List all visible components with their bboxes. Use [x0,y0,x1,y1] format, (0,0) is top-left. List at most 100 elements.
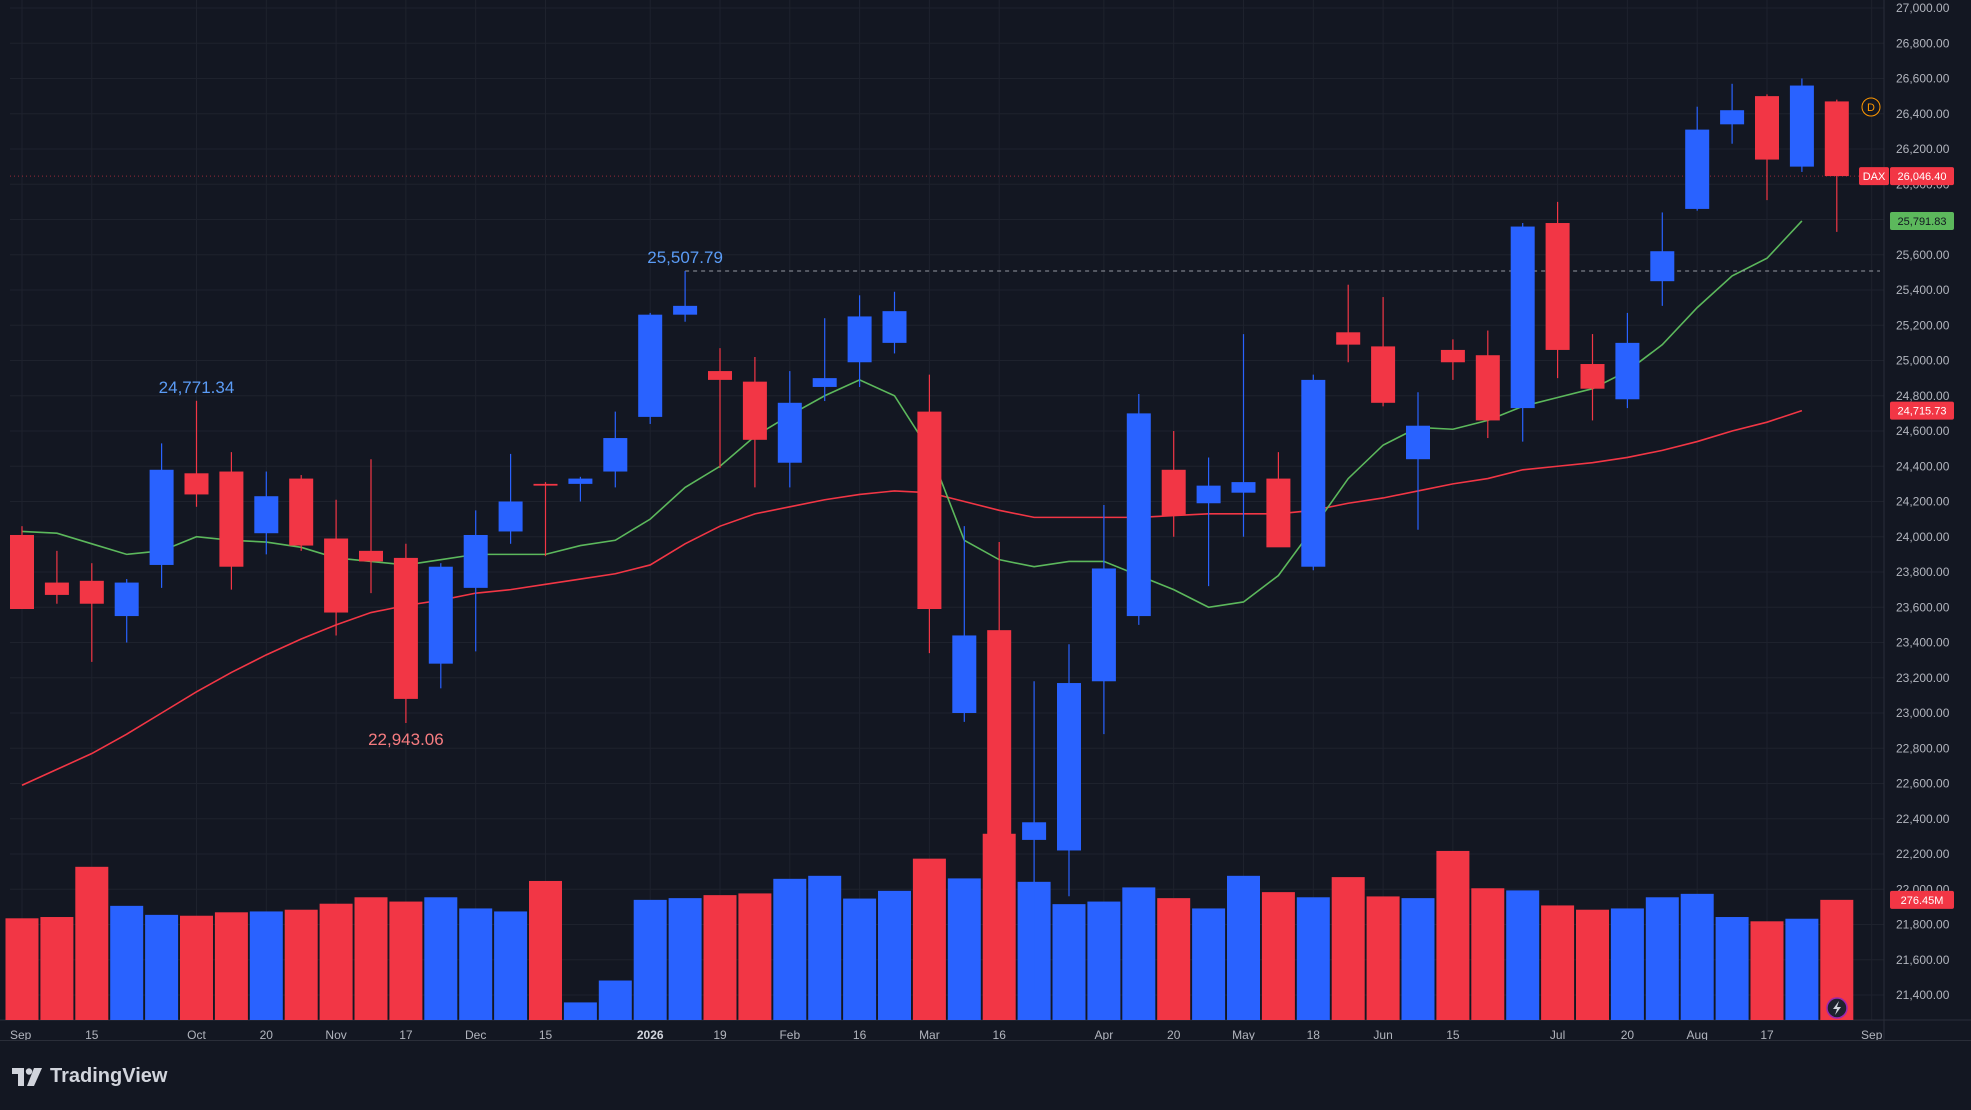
candle-up [603,411,628,488]
price-tick-label: 22,800.00 [1896,741,1950,755]
volume-bar [1436,850,1470,1020]
candle-down [1161,431,1186,537]
candle-up [1126,393,1151,625]
candle-down [1824,99,1849,232]
volume-bar [703,895,737,1020]
candle-body [1720,110,1745,125]
time-tick-label: 20 [1167,1028,1181,1042]
time-tick-label: 17 [399,1028,413,1042]
interval-marker: D [1861,97,1881,117]
candle-body [1231,482,1256,493]
price-tick-label: 24,000.00 [1896,530,1950,544]
candle-body [1685,129,1710,209]
candle-up [1057,644,1081,897]
time-axis[interactable]: Sep 15 Oct 20 Nov 17 Dec 15 2026 19 Feb 16 Mar 16 Apr 2… [10,1028,1883,1042]
time-tick-label: 15 [85,1028,99,1042]
candle-down [987,542,1012,890]
candle-body [79,580,104,604]
candle-body [777,402,802,463]
volume-bar [633,899,667,1020]
price-axis[interactable]: 21,400.0021,600.0021,800.0022,000.0022,2… [1896,1,1950,1002]
volume-bar [738,893,772,1020]
volume-bar [1750,921,1784,1020]
volume-bar [947,878,981,1020]
interval-marker-text: D [1867,102,1875,114]
volume-bar [1157,898,1191,1020]
moving-averages [21,220,1803,786]
candlesticks [10,78,1849,990]
candle-body [1510,226,1535,409]
candle-down [184,400,209,507]
price-tick-label: 24,400.00 [1896,459,1950,473]
tradingview-brand[interactable]: TradingView [12,1065,167,1088]
time-tick-label: 15 [1446,1028,1460,1042]
candle-body [114,582,139,617]
candle-body [184,473,209,495]
volume-bar [1192,908,1226,1020]
price-tick-label: 25,200.00 [1896,318,1950,332]
candle-down [1755,94,1779,201]
ma-fast-line [21,220,1803,609]
price-tick-label: 24,600.00 [1896,424,1950,438]
volume-bar [912,858,946,1020]
volume-bar [1610,908,1644,1020]
candle-down [44,550,69,604]
candle-down [1336,284,1361,363]
time-tick-label: 15 [539,1028,553,1042]
candle-body [1440,349,1465,363]
candle-up [1022,681,1047,990]
candle-body [917,411,942,610]
candle-body [1755,96,1779,160]
volume-bar [494,911,528,1020]
volume-bar [319,903,353,1020]
volume-bar [878,890,911,1020]
time-tick-label: Feb [779,1028,800,1042]
candle-body [289,478,314,546]
annotations: 24,771.34 22,943.06 25,507.79 [159,248,723,749]
candle-up [1301,374,1326,571]
candle-up [952,526,977,722]
candle-body [44,582,69,595]
volume-bars [5,833,1854,1020]
price-tick-label: 23,400.00 [1896,636,1950,650]
candle-body [1371,346,1396,403]
time-tick-label: Aug [1687,1028,1708,1042]
volume-bar [1227,875,1260,1020]
candle-down [393,543,418,724]
price-tick-label: 24,200.00 [1896,495,1950,509]
candle-up [673,271,698,322]
price-tick-label: 26,600.00 [1896,72,1950,86]
candle-up [568,476,593,502]
time-tick-label: Jun [1373,1028,1392,1042]
candle-down [324,499,349,636]
price-label: 26,046.40 [1890,167,1954,186]
price-tick-label: 23,600.00 [1896,600,1950,614]
candle-up [882,291,907,354]
candle-up [428,563,453,689]
candle-up [638,312,663,424]
time-tick-label: Mar [919,1028,940,1042]
symbol-label: DAX [1859,167,1889,186]
candle-body [463,534,488,588]
candle-down [1545,201,1570,379]
volume-bar [459,908,493,1020]
volume-value-text: 276.45M [1901,895,1944,907]
volume-bar [1331,877,1365,1020]
time-tick-label: 20 [1621,1028,1635,1042]
candle-up [498,453,523,544]
candle-body [742,381,767,440]
volume-bar [145,914,179,1020]
candle-body [638,314,663,417]
time-tick-label: Apr [1095,1028,1114,1042]
candle-up [777,371,802,488]
candle-up [1196,457,1221,587]
volume-bar [1296,897,1330,1020]
footer: TradingView [0,1040,1971,1110]
candle-body [1057,683,1081,851]
time-tick-label: 2026 [637,1028,664,1042]
candle-body [1615,342,1640,400]
price-tick-label: 26,400.00 [1896,107,1950,121]
price-label-text: 24,715.73 [1898,406,1947,418]
time-tick-label: Dec [465,1028,486,1042]
